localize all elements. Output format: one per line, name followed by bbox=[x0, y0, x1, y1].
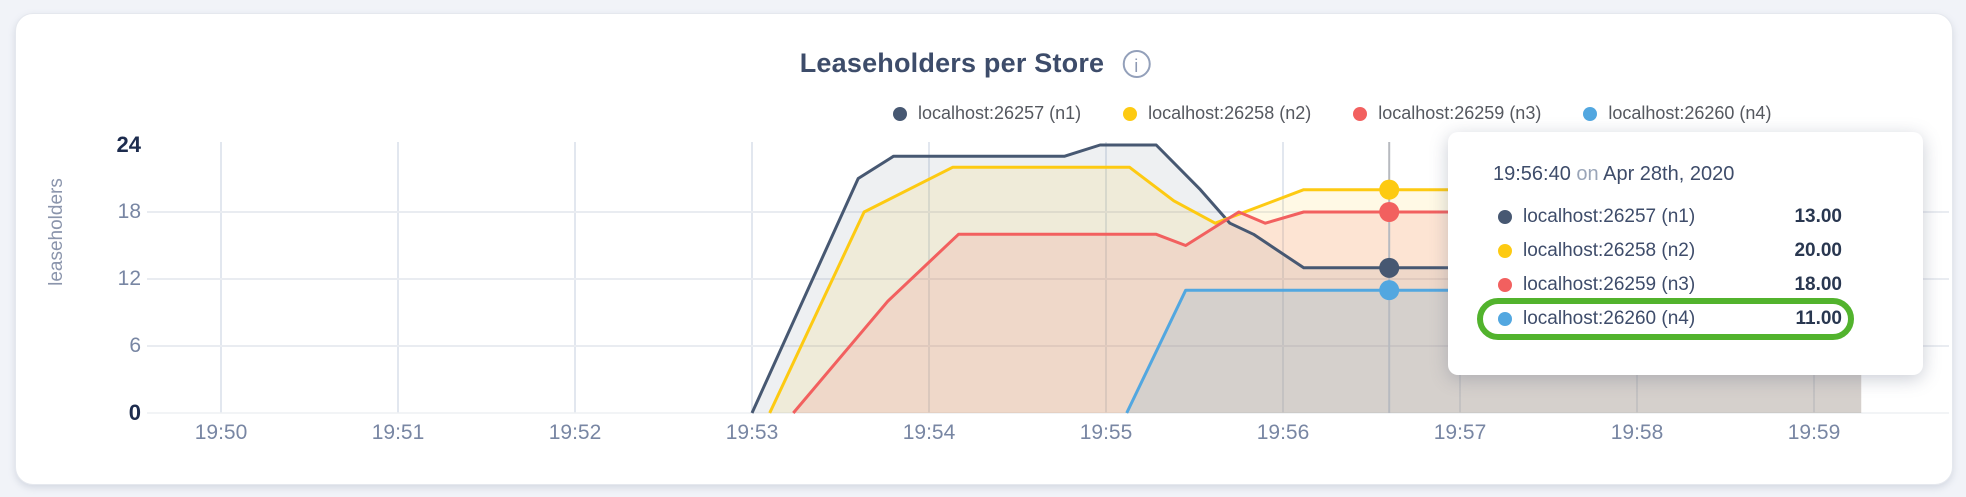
hover-dot bbox=[1379, 202, 1400, 222]
tooltip-row-label: localhost:26259 (n3) bbox=[1523, 274, 1696, 295]
series-line bbox=[750, 143, 1862, 414]
hover-dot bbox=[1379, 179, 1400, 200]
tooltip-row-dot bbox=[1498, 244, 1512, 258]
tooltip-row-dot bbox=[1498, 312, 1512, 326]
hover-dot bbox=[1379, 280, 1400, 301]
series-line bbox=[768, 165, 1862, 414]
legend-label: localhost:26257 (n1) bbox=[918, 103, 1082, 123]
info-icon[interactable]: i bbox=[1122, 49, 1151, 78]
chart-header: Leaseholders per Store i bbox=[800, 48, 1151, 79]
tooltip-row: localhost:26259 (n3) 18.00 bbox=[1498, 268, 1842, 302]
legend-item-n4[interactable]: localhost:26260 (n4) bbox=[1583, 103, 1771, 124]
tooltip-row-label: localhost:26260 (n4) bbox=[1523, 308, 1696, 329]
hover-dot bbox=[1379, 257, 1400, 278]
legend-label: localhost:26258 (n2) bbox=[1148, 103, 1312, 123]
tooltip-rows: localhost:26257 (n1) 13.00 localhost:26258… bbox=[1477, 200, 1854, 340]
legend-dot bbox=[1123, 106, 1138, 121]
tooltip-connector: on bbox=[1576, 163, 1599, 185]
tooltip-row: localhost:26257 (n1) 13.00 bbox=[1498, 200, 1842, 234]
tooltip-row-label: localhost:26258 (n2) bbox=[1523, 240, 1696, 261]
legend-label: localhost:26260 (n4) bbox=[1608, 103, 1772, 123]
series-line bbox=[792, 210, 1862, 414]
tooltip-row-value: 18.00 bbox=[1794, 274, 1842, 295]
legend: localhost:26257 (n1) localhost:26258 (n2)… bbox=[893, 103, 1771, 124]
tooltip-row-value: 13.00 bbox=[1794, 206, 1842, 227]
tooltip-row-value: 11.00 bbox=[1795, 308, 1843, 329]
legend-item-n3[interactable]: localhost:26259 (n3) bbox=[1353, 103, 1541, 124]
tooltip-row-dot bbox=[1498, 210, 1512, 224]
tooltip-row: localhost:26258 (n2) 20.00 bbox=[1498, 234, 1842, 268]
tooltip-row-value: 20.00 bbox=[1794, 240, 1842, 261]
tooltip-timestamp: 19:56:40 on Apr 28th, 2020 bbox=[1493, 160, 1842, 188]
legend-dot bbox=[1353, 106, 1368, 121]
tooltip-row-dot bbox=[1498, 278, 1512, 292]
legend-dot bbox=[893, 106, 907, 121]
legend-item-n1[interactable]: localhost:26257 (n1) bbox=[893, 103, 1081, 124]
chart-title: Leaseholders per Store bbox=[799, 48, 1105, 78]
tooltip-row: localhost:26260 (n4) 11.00 bbox=[1477, 298, 1854, 340]
legend-item-n2[interactable]: localhost:26258 (n2) bbox=[1123, 103, 1311, 124]
hover-tooltip: 19:56:40 on Apr 28th, 2020 localhost:262… bbox=[1448, 132, 1923, 375]
tooltip-time: 19:56:40 bbox=[1493, 163, 1571, 185]
legend-dot bbox=[1583, 106, 1598, 121]
tooltip-date: Apr 28th, 2020 bbox=[1603, 163, 1735, 185]
legend-label: localhost:26259 (n3) bbox=[1378, 103, 1542, 123]
tooltip-row-label: localhost:26257 (n1) bbox=[1523, 206, 1696, 227]
